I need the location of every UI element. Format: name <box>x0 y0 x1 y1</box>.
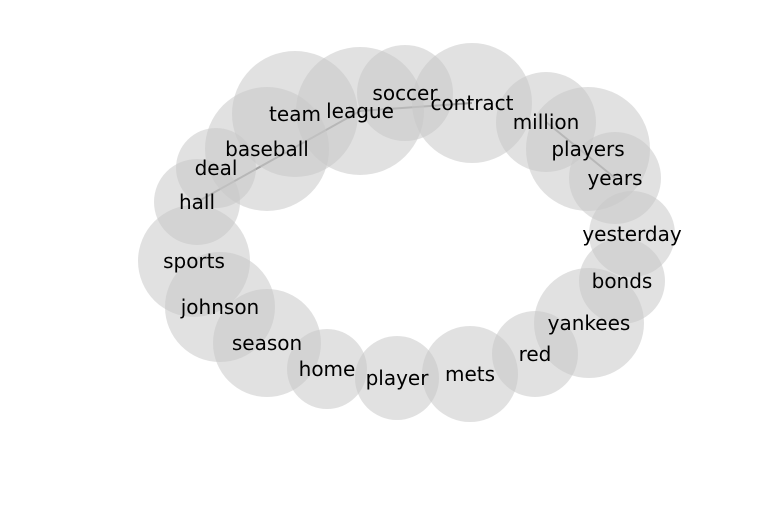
node-label-mets: mets <box>445 362 495 386</box>
bubble-player <box>355 336 439 420</box>
node-label-soccer: soccer <box>372 81 438 105</box>
node-label-deal: deal <box>195 156 238 180</box>
node-label-baseball: baseball <box>225 137 309 161</box>
bubble-home <box>287 329 367 409</box>
node-label-yesterday: yesterday <box>582 222 682 246</box>
node-label-league: league <box>326 99 394 123</box>
node-label-hall: hall <box>179 190 215 214</box>
node-label-contract: contract <box>430 91 513 115</box>
node-label-red: red <box>519 342 552 366</box>
node-label-season: season <box>232 331 302 355</box>
node-label-yankees: yankees <box>548 311 631 335</box>
bubbles-layer <box>138 43 675 422</box>
node-label-million: million <box>513 110 580 134</box>
node-label-home: home <box>299 357 356 381</box>
node-label-bonds: bonds <box>592 269 653 293</box>
node-label-players: players <box>551 137 624 161</box>
node-label-team: team <box>269 102 321 126</box>
node-label-years: years <box>587 166 642 190</box>
node-label-johnson: johnson <box>180 295 259 319</box>
node-label-sports: sports <box>163 249 225 273</box>
node-label-player: player <box>366 366 430 390</box>
bubble-mets <box>422 326 518 422</box>
